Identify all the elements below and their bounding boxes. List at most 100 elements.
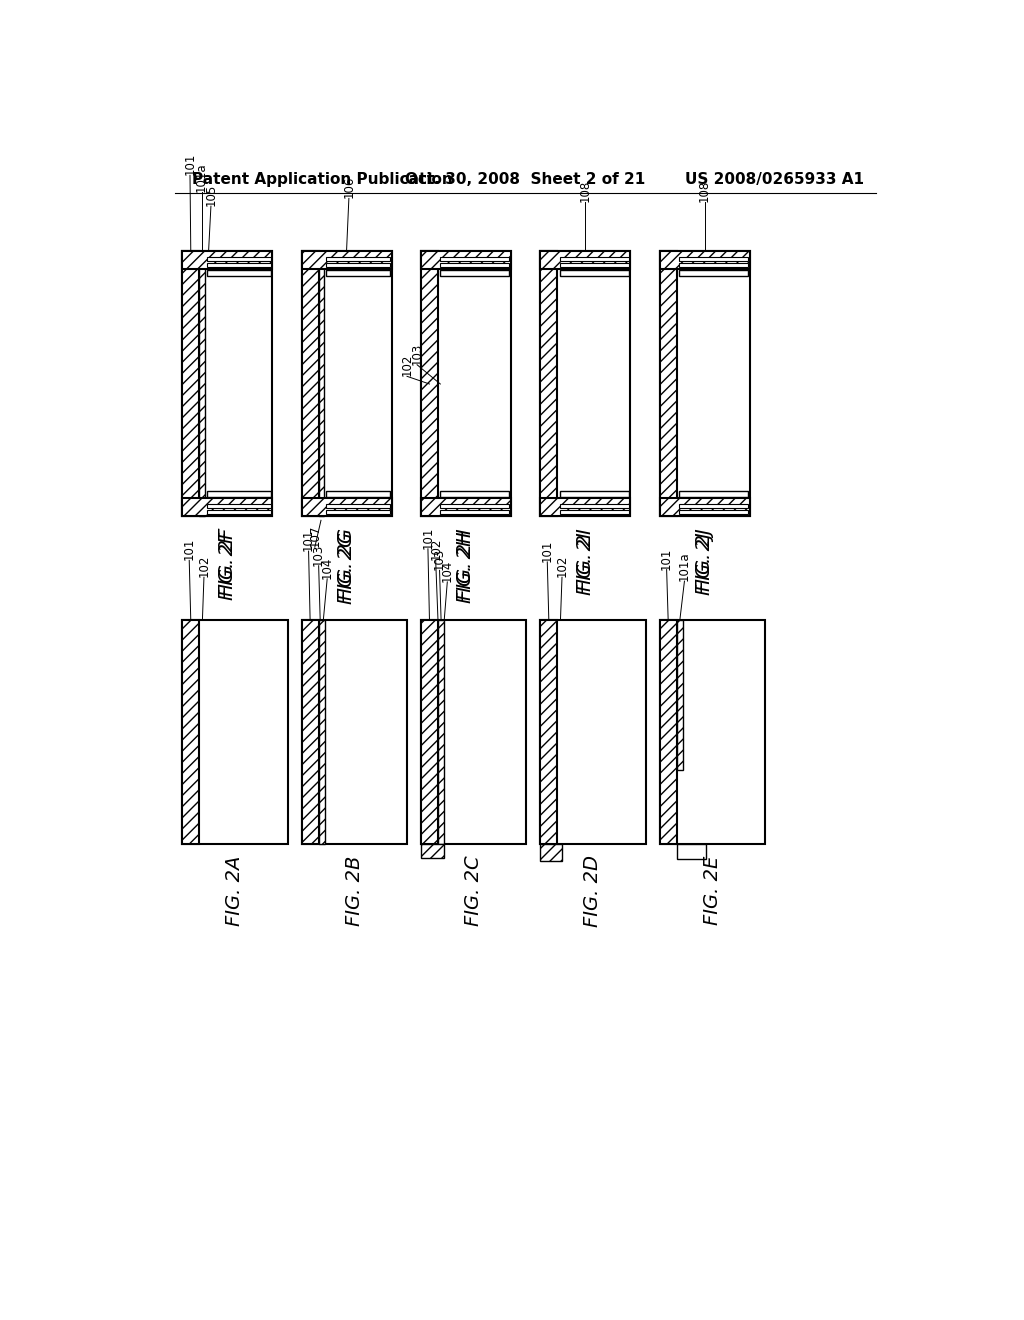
Bar xyxy=(302,620,407,843)
Text: FIG. 2I: FIG. 2I xyxy=(575,532,595,594)
Text: 101: 101 xyxy=(541,540,554,562)
Text: 108: 108 xyxy=(698,180,711,202)
Text: 101a: 101a xyxy=(678,552,691,581)
Bar xyxy=(541,251,557,516)
Bar xyxy=(207,511,270,515)
Bar xyxy=(659,620,677,843)
Bar xyxy=(659,498,750,516)
Text: US 2008/0265933 A1: US 2008/0265933 A1 xyxy=(685,173,864,187)
Text: 102: 102 xyxy=(555,554,568,577)
Bar xyxy=(421,843,444,858)
Text: 107: 107 xyxy=(308,525,322,548)
Bar xyxy=(679,504,748,508)
Text: FIG. 2G: FIG. 2G xyxy=(337,532,356,605)
Bar xyxy=(659,620,765,843)
Bar xyxy=(207,504,270,508)
Bar xyxy=(421,620,526,843)
Bar xyxy=(182,251,272,269)
Bar xyxy=(560,257,629,261)
Bar xyxy=(659,251,750,516)
Bar xyxy=(182,620,200,843)
Bar xyxy=(560,511,629,515)
Bar xyxy=(440,263,509,267)
Text: FIG. 2J: FIG. 2J xyxy=(695,528,714,591)
Bar xyxy=(440,511,509,515)
Bar xyxy=(560,263,629,267)
Text: Oct. 30, 2008  Sheet 2 of 21: Oct. 30, 2008 Sheet 2 of 21 xyxy=(404,173,645,187)
Text: 102: 102 xyxy=(198,554,211,577)
Bar xyxy=(302,251,391,269)
Text: FIG. 2C: FIG. 2C xyxy=(464,855,483,925)
Text: 104: 104 xyxy=(321,557,334,579)
Text: FIG. 2H: FIG. 2H xyxy=(457,528,475,599)
Bar xyxy=(182,251,200,516)
Bar xyxy=(421,251,511,269)
Text: 103: 103 xyxy=(312,544,326,566)
Bar xyxy=(207,271,270,276)
Bar xyxy=(200,251,205,516)
Bar xyxy=(327,491,390,498)
Text: 101: 101 xyxy=(422,527,434,549)
Text: FIG. 2E: FIG. 2E xyxy=(702,855,722,924)
Bar xyxy=(421,251,438,516)
Bar xyxy=(421,498,511,516)
Text: 101: 101 xyxy=(183,153,197,176)
Text: 106: 106 xyxy=(342,176,355,198)
Bar xyxy=(440,491,509,498)
Bar xyxy=(679,511,748,515)
Bar xyxy=(679,257,748,261)
Text: 102: 102 xyxy=(429,539,442,561)
Bar xyxy=(659,251,750,269)
Bar xyxy=(327,511,390,515)
Text: 101: 101 xyxy=(182,539,196,561)
Text: 101: 101 xyxy=(302,529,315,552)
Bar xyxy=(421,251,511,516)
Bar xyxy=(438,620,444,843)
Bar xyxy=(318,251,324,516)
Bar xyxy=(318,620,325,843)
Bar xyxy=(302,620,318,843)
Text: 104: 104 xyxy=(440,560,454,582)
Bar xyxy=(560,491,629,498)
Bar xyxy=(421,620,438,843)
Bar xyxy=(327,257,390,261)
Bar xyxy=(302,498,391,516)
Bar xyxy=(560,271,629,276)
Bar xyxy=(182,620,288,843)
Bar xyxy=(302,251,391,516)
Text: FIG. 2D: FIG. 2D xyxy=(584,855,602,927)
Bar xyxy=(182,498,272,516)
Bar xyxy=(207,491,270,498)
Bar xyxy=(440,504,509,508)
Text: 108: 108 xyxy=(579,180,592,202)
Bar xyxy=(679,271,748,276)
Bar xyxy=(677,843,707,859)
Text: 101: 101 xyxy=(660,548,673,570)
Bar xyxy=(327,271,390,276)
Bar xyxy=(541,620,646,843)
Bar xyxy=(679,263,748,267)
Text: 103: 103 xyxy=(411,342,424,364)
Bar xyxy=(207,257,270,261)
Bar xyxy=(541,251,630,516)
Bar xyxy=(560,504,629,508)
Text: FIG. 2G: FIG. 2G xyxy=(337,528,356,601)
Text: FIG. 2F: FIG. 2F xyxy=(218,528,237,597)
Text: 101a: 101a xyxy=(196,162,208,193)
Text: FIG. 2H: FIG. 2H xyxy=(457,532,475,603)
Bar xyxy=(327,263,390,267)
Text: FIG. 2B: FIG. 2B xyxy=(345,855,364,925)
Bar xyxy=(659,251,677,516)
Text: 102: 102 xyxy=(400,354,414,376)
Bar xyxy=(207,263,270,267)
Bar xyxy=(327,504,390,508)
Text: FIG. 2F: FIG. 2F xyxy=(218,532,237,601)
Text: FIG. 2A: FIG. 2A xyxy=(225,855,245,925)
Text: Patent Application Publication: Patent Application Publication xyxy=(191,173,453,187)
Text: FIG. 2J: FIG. 2J xyxy=(695,532,714,594)
Bar xyxy=(541,251,630,269)
Bar xyxy=(541,498,630,516)
Bar xyxy=(440,271,509,276)
Text: 103: 103 xyxy=(433,548,446,570)
Text: 105: 105 xyxy=(205,183,217,206)
